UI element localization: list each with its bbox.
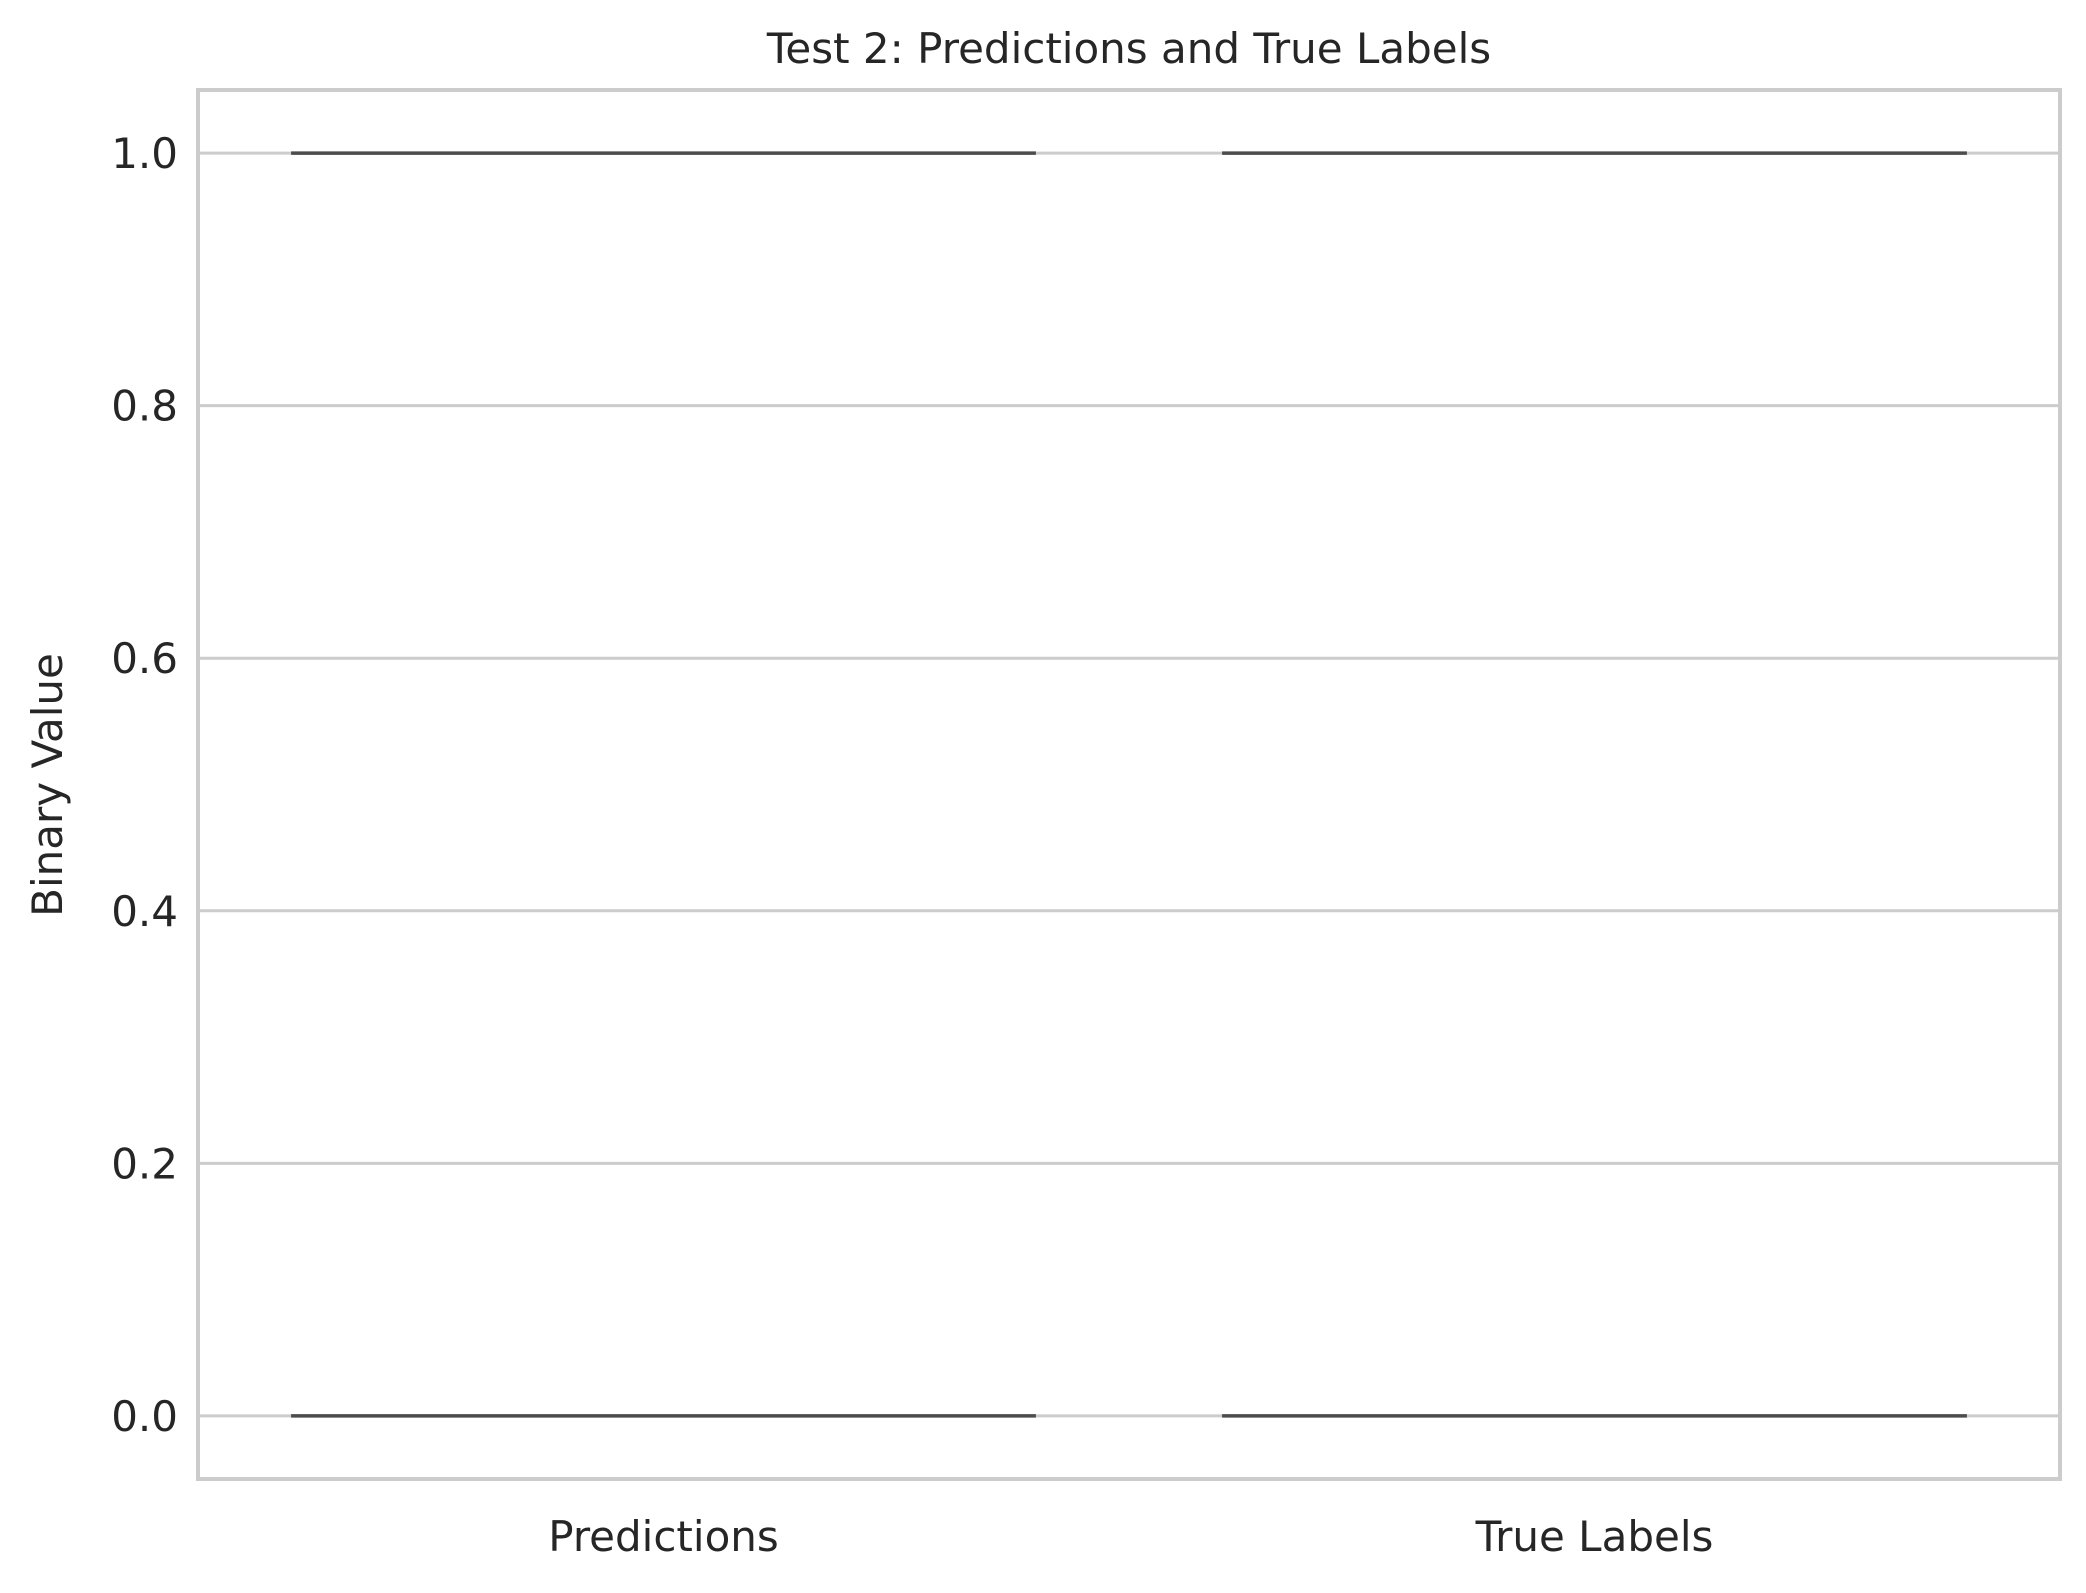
plot-frame [196, 88, 2062, 1481]
xtick-layer: Predictions True Labels [548, 1512, 1713, 1561]
marks-layer [291, 151, 1967, 1418]
x-tick-label: True Labels [1475, 1512, 1714, 1561]
y-tick-label: 0.0 [111, 1392, 178, 1441]
ytick-layer: 0.0 0.2 0.4 0.6 0.8 1.0 [111, 129, 178, 1441]
y-tick-label: 0.8 [111, 382, 178, 431]
grid-layer [198, 151, 2060, 1418]
y-tick-label: 0.6 [111, 634, 178, 683]
y-tick-label: 0.4 [111, 887, 178, 936]
y-axis-label: Binary Value [23, 653, 72, 917]
x-tick-label: Predictions [548, 1512, 779, 1561]
y-tick-label: 1.0 [111, 129, 178, 178]
y-tick-label: 0.2 [111, 1139, 178, 1188]
chart-title: Test 2: Predictions and True Labels [766, 24, 1491, 73]
